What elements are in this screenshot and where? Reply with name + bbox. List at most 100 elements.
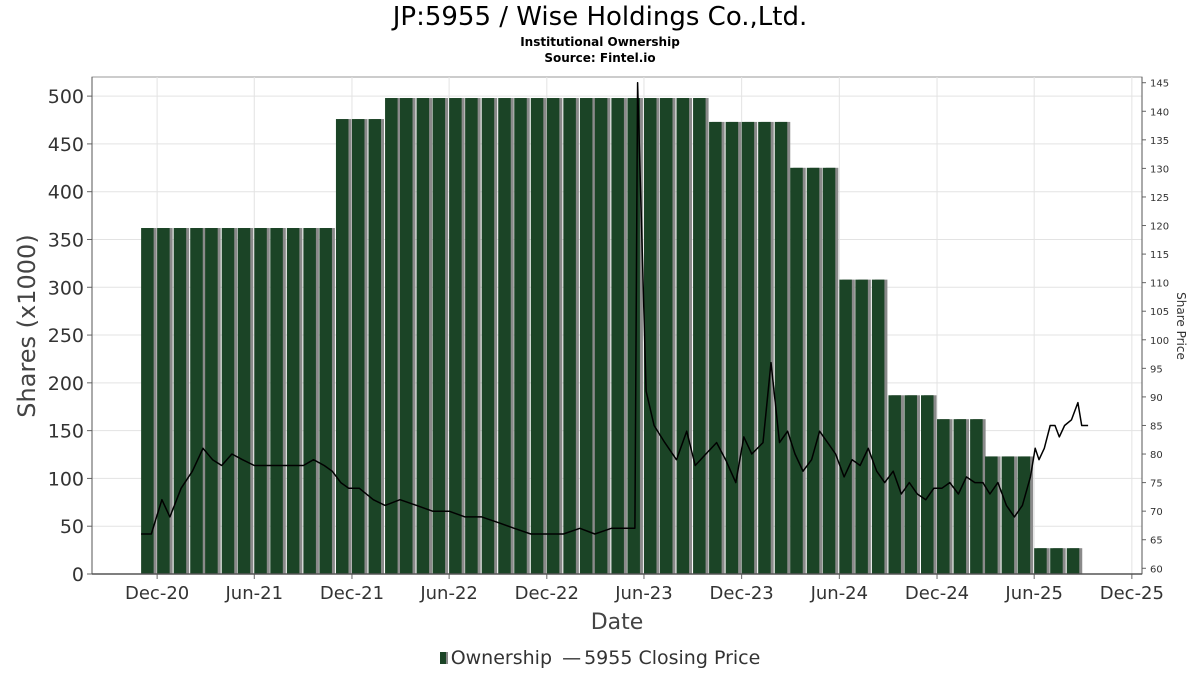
ownership-bar	[855, 279, 868, 574]
ownership-bar	[970, 419, 983, 574]
y-tick-label: 0	[72, 564, 84, 586]
ownership-bar	[286, 228, 300, 574]
y-tick-label: 50	[60, 516, 84, 538]
legend-item-ownership[interactable]: Ownership	[439, 647, 553, 669]
ownership-bar	[953, 419, 967, 574]
y2-tick-label: 125	[1150, 193, 1169, 204]
ownership-bar	[237, 228, 251, 574]
ownership-bar	[774, 121, 788, 575]
x-tick-label: Jun-24	[810, 583, 869, 604]
y2-tick-label: 80	[1150, 450, 1163, 461]
ownership-bar	[254, 228, 267, 574]
ownership-bar	[1001, 456, 1015, 574]
ownership-bar	[368, 119, 382, 575]
ownership-bar	[351, 119, 365, 575]
ownership-bar	[400, 98, 413, 575]
x-tick-label: Jun-21	[225, 583, 284, 604]
ownership-bar	[205, 228, 218, 574]
ownership-bar	[627, 98, 640, 575]
ownership-bar	[676, 98, 690, 575]
ownership-bar	[303, 228, 316, 574]
x-tick-label: Dec-24	[905, 583, 969, 604]
ownership-bar	[449, 98, 462, 575]
x-tick-label: Jun-22	[419, 583, 478, 604]
ownership-bar	[839, 279, 852, 574]
ownership-bar	[659, 98, 673, 575]
y2-axis-label: Share Price	[1174, 292, 1188, 360]
y2-tick-label: 105	[1150, 307, 1169, 318]
y-tick-label: 250	[48, 325, 84, 347]
ownership-bar	[643, 98, 657, 575]
x-tick-label: Dec-25	[1100, 583, 1164, 604]
ownership-bar	[1017, 456, 1031, 574]
ownership-bar	[725, 121, 739, 575]
ownership-bar	[514, 98, 527, 575]
ownership-bar	[1034, 548, 1047, 574]
x-tick-label: Jun-23	[614, 583, 673, 604]
legend-label-price: 5955 Closing Price	[584, 647, 761, 669]
ownership-bar	[921, 395, 934, 574]
ownership-bar	[481, 98, 495, 575]
ownership-bar	[693, 98, 706, 575]
y2-tick-label: 95	[1150, 364, 1163, 375]
ownership-bar	[1050, 548, 1063, 574]
chart-source: Source: Fintel.io	[544, 51, 656, 65]
ownership-bar	[190, 228, 203, 574]
ownership-bar	[141, 228, 154, 574]
y2-tick-label: 130	[1150, 164, 1169, 175]
ownership-bar	[465, 98, 478, 575]
ownership-bar	[416, 98, 430, 575]
y-tick-label: 150	[48, 421, 84, 443]
ownership-bar	[985, 456, 998, 574]
ownership-bar	[937, 419, 950, 574]
y2-tick-label: 65	[1150, 536, 1163, 547]
y2-tick-label: 60	[1150, 564, 1163, 575]
ownership-chart: 0 50 100 150 200 250 300 350 400 450 500 Dec-20 Jun-…	[13, 76, 1188, 635]
y-tick-label: 200	[48, 373, 84, 395]
ownership-bar	[385, 98, 398, 575]
x-tick-label: Dec-21	[320, 583, 384, 604]
ownership-bar	[157, 228, 170, 574]
legend-item-price[interactable]: —5955 Closing Price	[562, 647, 760, 669]
x-axis-label: Date	[591, 610, 644, 635]
ownership-bar	[498, 98, 511, 575]
y2-tick-label: 110	[1150, 279, 1169, 290]
y-tick-label: 350	[48, 229, 84, 251]
y2-tick-label: 140	[1150, 107, 1169, 118]
ownership-bar	[546, 98, 560, 575]
y2-tick-label: 85	[1150, 421, 1163, 432]
y-tick-label: 300	[48, 277, 84, 299]
ownership-bar	[822, 167, 836, 574]
ownership-bar	[335, 119, 349, 575]
price-line-layer	[141, 81, 1089, 535]
y2-tick-label: 115	[1150, 250, 1169, 261]
y2-tick-label: 70	[1150, 507, 1163, 518]
ownership-bar	[790, 167, 803, 574]
chart-title: JP:5955 / Wise Holdings Co.,Ltd.	[392, 2, 808, 32]
ownership-bar	[563, 98, 576, 575]
x-tick-label: Dec-23	[710, 583, 774, 604]
ownership-bar	[432, 98, 446, 575]
x-tick-label: Jun-25	[1004, 583, 1063, 604]
ownership-bar	[579, 98, 593, 575]
ownership-bar	[709, 121, 722, 575]
legend-label-ownership: Ownership	[450, 647, 553, 669]
ownership-bar	[173, 228, 187, 574]
y-axis-label: Shares (x1000)	[13, 234, 41, 417]
price-line	[141, 81, 1089, 535]
ownership-bar	[806, 167, 820, 574]
ownership-bar	[611, 98, 624, 575]
ownership-bar	[530, 98, 544, 575]
ownership-bar	[1066, 548, 1080, 574]
axes: 0 50 100 150 200 250 300 350 400 450 500 Dec-20 Jun-…	[48, 77, 1169, 604]
ownership-bar	[270, 228, 283, 574]
y2-tick-label: 75	[1150, 479, 1163, 490]
ownership-bar	[594, 98, 608, 575]
ownership-bars	[141, 98, 1083, 575]
x-tick-label: Dec-22	[515, 583, 579, 604]
y-tick-label: 500	[48, 86, 84, 108]
x-tick-label: Dec-20	[125, 583, 189, 604]
y2-tick-label: 135	[1150, 136, 1169, 147]
ownership-bar	[741, 121, 755, 575]
legend: Ownership —5955 Closing Price	[0, 647, 1200, 669]
